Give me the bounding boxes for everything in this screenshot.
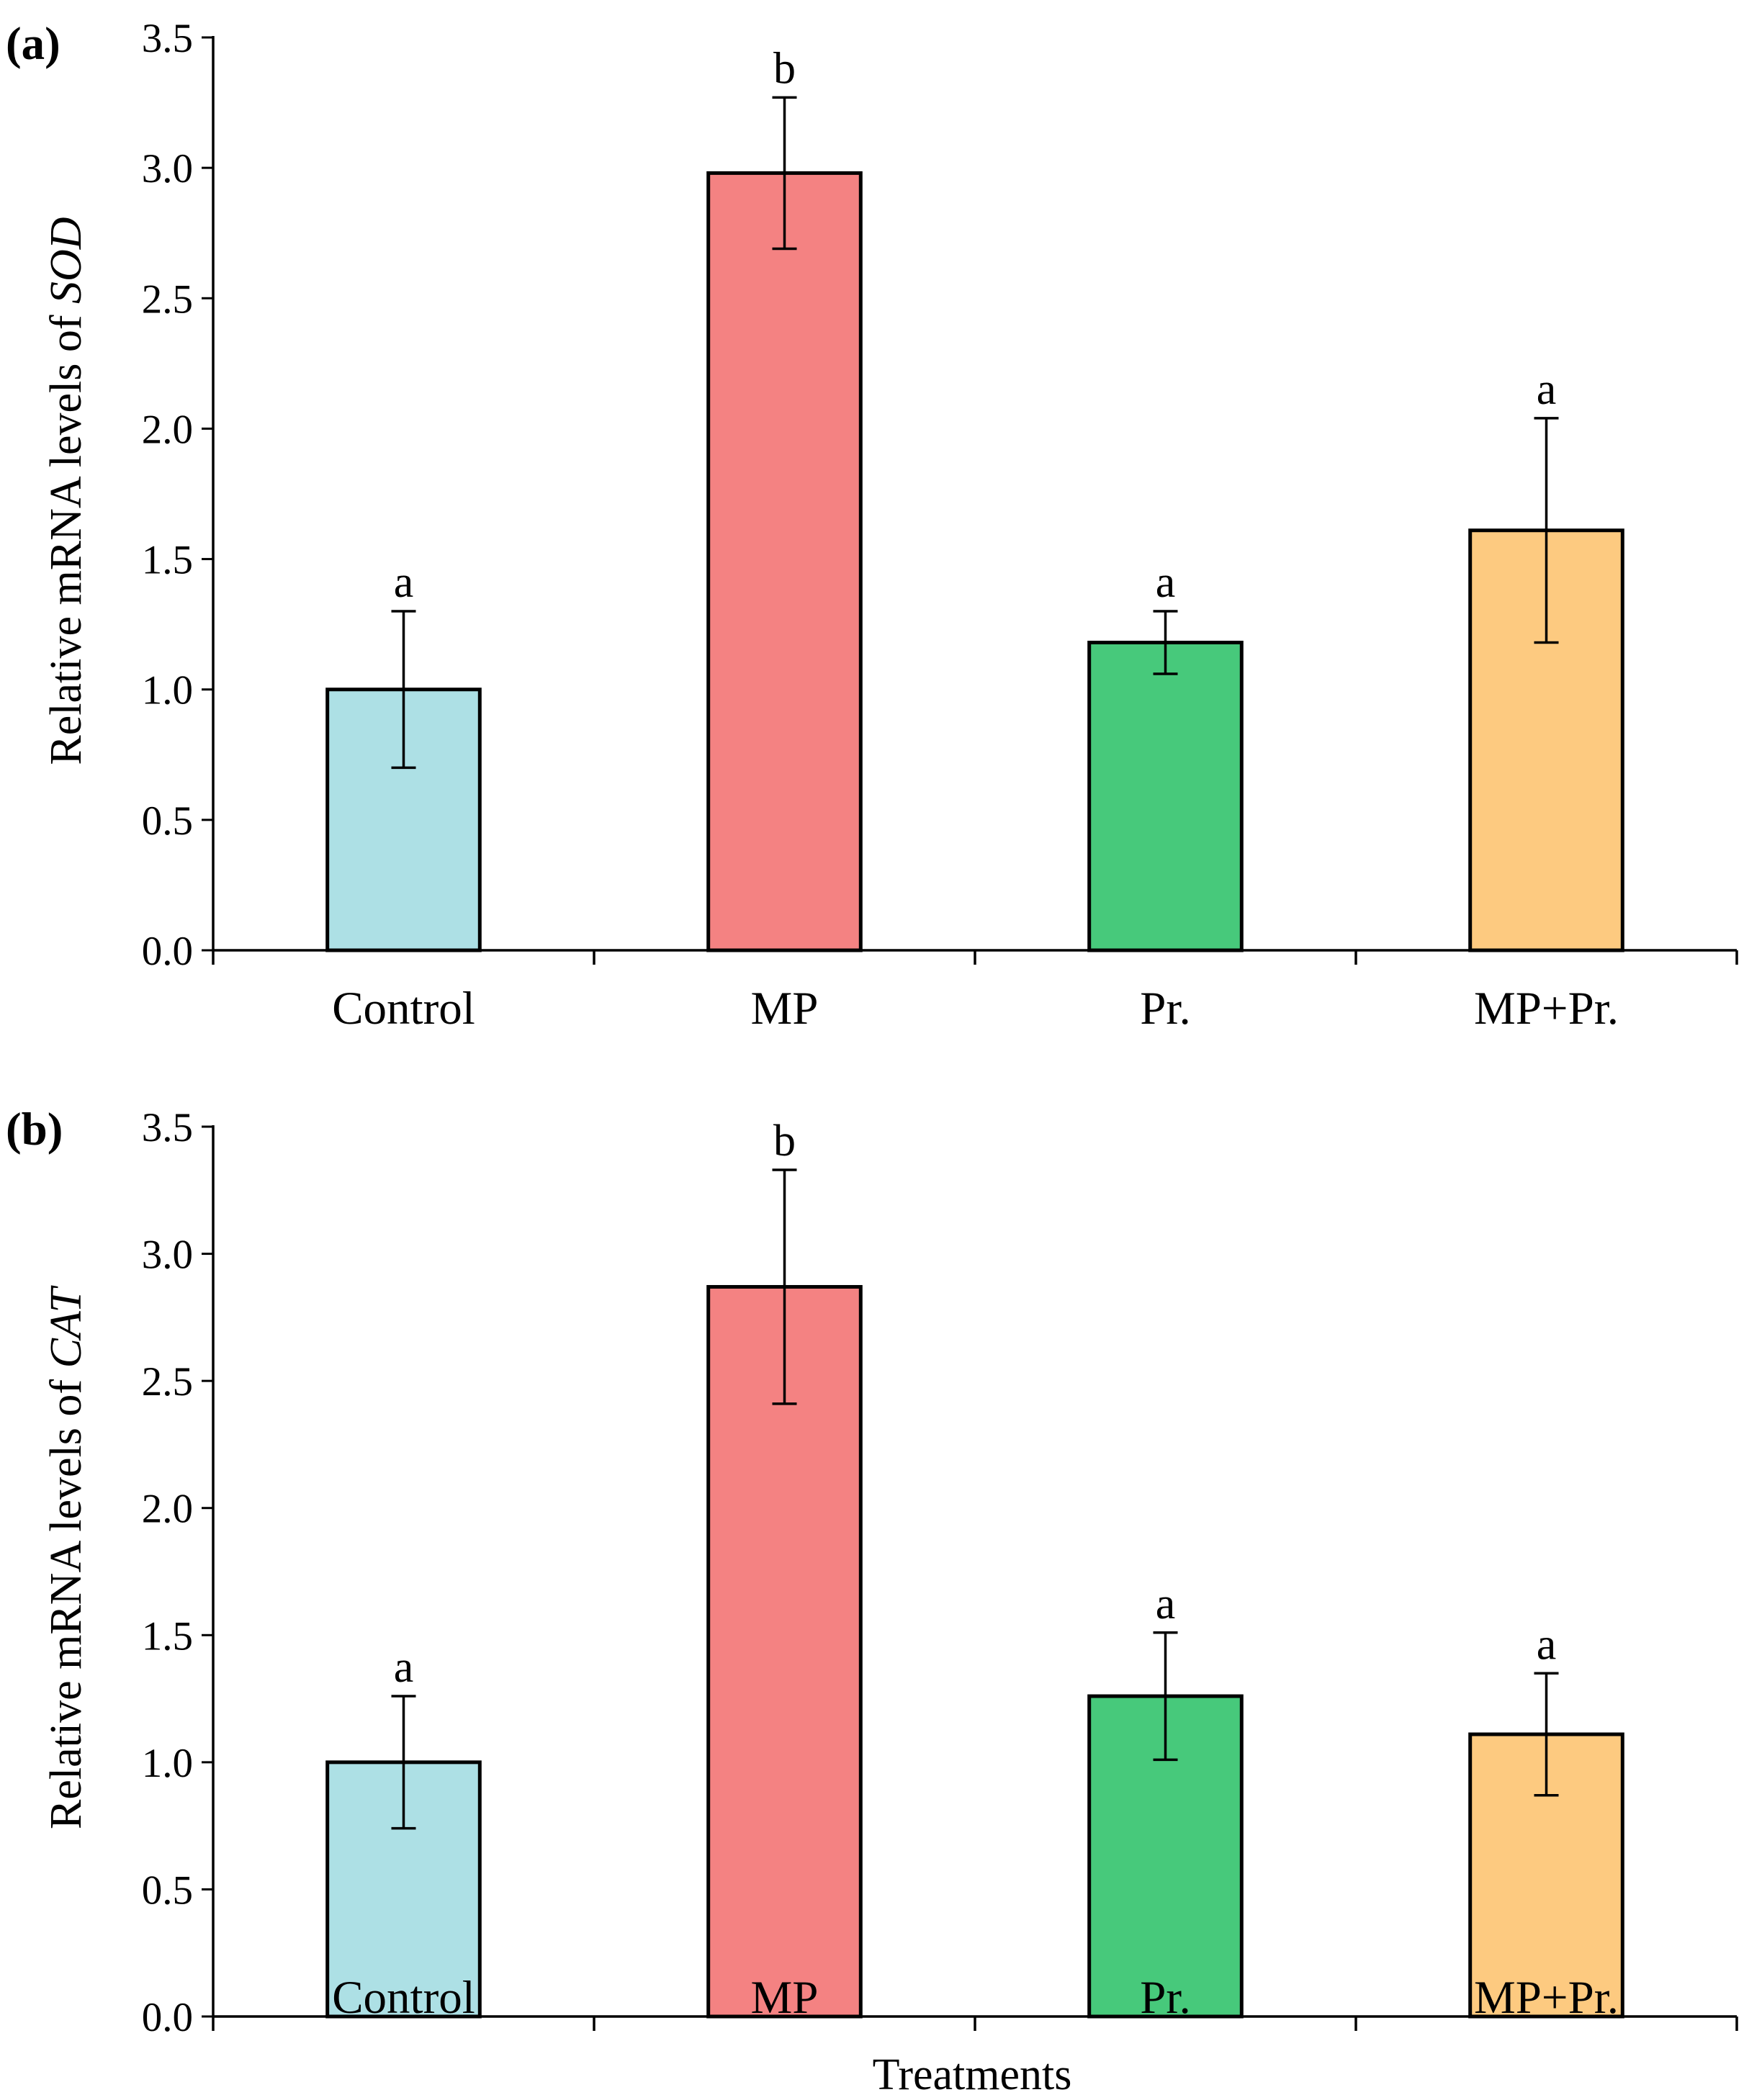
panel-b-error-bars bbox=[391, 1168, 1559, 1830]
panel-a-category-label: Control bbox=[332, 983, 475, 1035]
panel-b-bar-mp-pr bbox=[1468, 1732, 1624, 2019]
panel-b-x-axis-title: Treatments bbox=[873, 2050, 1072, 2099]
panel-b-significance: a b a a bbox=[394, 1117, 1557, 1692]
panel-b-y-tick-label: 1.5 bbox=[142, 1613, 193, 1659]
panel-b-y-tick-label: 0.5 bbox=[142, 1867, 193, 1913]
panel-a-y-tick-label: 2.5 bbox=[142, 276, 193, 322]
panel-a-significance-letter: a bbox=[1537, 365, 1557, 414]
panel-a-chart: (a) 0.0 0.5 1.0 1.5 2.0 2.5 3.0 3.5 a b a a Contro… bbox=[6, 16, 1738, 1035]
panel-b-label: (b) bbox=[6, 1104, 63, 1155]
panel-a-y-tick-label: 1.5 bbox=[142, 538, 193, 583]
panel-b-bar-mp bbox=[706, 1284, 863, 2019]
panel-a-y-tick-label: 1.0 bbox=[142, 668, 193, 713]
panel-b-y-tick-label: 3.0 bbox=[142, 1232, 193, 1278]
panel-a-error-bar bbox=[772, 96, 797, 251]
panel-a-error-bar bbox=[1153, 610, 1178, 675]
panel-a-significance-letter: b bbox=[773, 44, 796, 93]
panel-b-error-bar bbox=[1153, 1631, 1178, 1762]
panel-a-category-label: MP+Pr. bbox=[1474, 983, 1619, 1035]
panel-a-y-tick-label: 3.0 bbox=[142, 146, 193, 191]
panel-b-error-bar bbox=[391, 1695, 416, 1830]
panel-b-axes bbox=[212, 1125, 1738, 2031]
panel-a-significance: a b a a bbox=[394, 44, 1557, 607]
panel-b-category-label: MP+Pr. bbox=[1474, 1972, 1619, 2024]
panel-a-category-label: Pr. bbox=[1140, 983, 1190, 1035]
panel-b-y-axis-title: Relative mRNA levels of CAT bbox=[42, 1284, 91, 1829]
panel-b-significance-letter: a bbox=[1537, 1620, 1557, 1669]
panel-a-error-bar bbox=[1534, 417, 1559, 644]
panel-b-category-label: Pr. bbox=[1140, 1972, 1190, 2024]
panel-a-label: (a) bbox=[6, 18, 60, 70]
panel-b-category-label: MP bbox=[751, 1972, 819, 2024]
panel-a-y-axis-title: Relative mRNA levels of SOD bbox=[42, 217, 91, 765]
panel-b-significance-letter: a bbox=[1156, 1579, 1176, 1628]
panel-a-bar-mp bbox=[706, 171, 863, 952]
panel-a-error-bars bbox=[391, 96, 1559, 770]
panel-b-category-label: Control bbox=[332, 1972, 475, 2024]
panel-b-error-bar bbox=[772, 1168, 797, 1405]
panel-a-significance-letter: a bbox=[394, 558, 414, 607]
panel-b-bars bbox=[325, 1284, 1624, 2019]
panel-a-y-tick-label: 0.5 bbox=[142, 798, 193, 844]
panel-b-significance-letter: b bbox=[773, 1117, 796, 1166]
panel-a-y-ticks: 0.0 0.5 1.0 1.5 2.0 2.5 3.0 3.5 bbox=[142, 16, 213, 974]
panel-b-chart: (b) 0.0 0.5 1.0 1.5 2.0 2.5 3.0 3.5 a b a a Contro… bbox=[6, 1104, 1738, 2099]
panel-a-error-bar bbox=[391, 610, 416, 770]
panel-a-y-tick-label: 0.0 bbox=[142, 929, 193, 974]
panel-b-y-tick-label: 3.5 bbox=[142, 1105, 193, 1150]
panel-a-significance-letter: a bbox=[1156, 558, 1176, 607]
panel-b-y-tick-label: 2.5 bbox=[142, 1359, 193, 1405]
panel-a-y-tick-label: 3.5 bbox=[142, 16, 193, 61]
panel-b-significance-letter: a bbox=[394, 1643, 414, 1692]
panel-a-category-label: MP bbox=[751, 983, 819, 1035]
panel-a-axes bbox=[212, 36, 1738, 965]
panel-a-bars bbox=[325, 171, 1624, 952]
panel-a-y-tick-label: 2.0 bbox=[142, 407, 193, 452]
panel-b-y-ticks: 0.0 0.5 1.0 1.5 2.0 2.5 3.0 3.5 bbox=[142, 1105, 213, 2040]
panel-b-error-bar bbox=[1534, 1672, 1559, 1797]
panel-a-bar-pr bbox=[1087, 641, 1244, 952]
panel-a-x-labels: Control MP Pr. MP+Pr. bbox=[332, 983, 1619, 1035]
panel-b-x-labels: Control MP Pr. MP+Pr. bbox=[332, 1972, 1619, 2024]
panel-b-y-tick-label: 2.0 bbox=[142, 1487, 193, 1532]
panel-b-y-tick-label: 1.0 bbox=[142, 1741, 193, 1786]
panel-b-y-tick-label: 0.0 bbox=[142, 1995, 193, 2040]
